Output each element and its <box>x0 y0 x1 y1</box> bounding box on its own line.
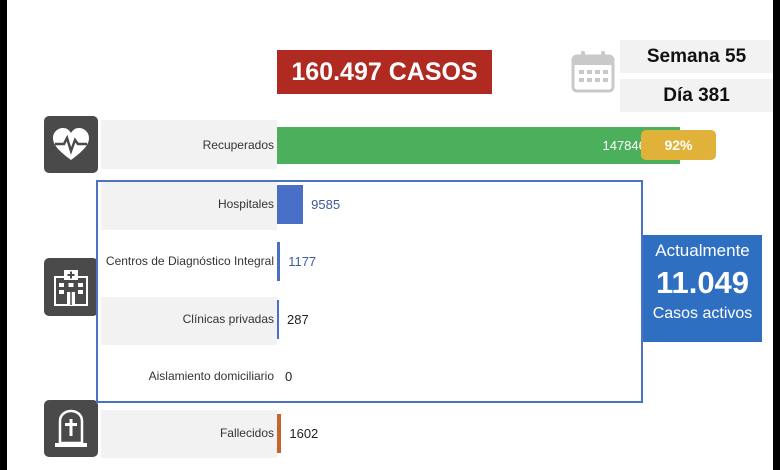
active-cases-title: Actualmente <box>655 241 750 260</box>
value-label-cdi: 1177 <box>288 253 317 269</box>
value-label-fallecidos: 1602 <box>289 425 319 441</box>
hospitalized-group-frame <box>96 180 643 403</box>
heart-pulse-icon <box>44 116 98 173</box>
calendar-icon <box>570 50 616 94</box>
tombstone-icon <box>44 400 98 457</box>
total-cases-banner: 160.497 CASOS <box>277 50 492 94</box>
category-label-aislamiento: Aislamiento domiciliario <box>148 369 274 383</box>
value-label-clinicas: 287 <box>287 311 309 327</box>
category-label-hospitales: Hospitales <box>217 197 274 211</box>
recovered-percent-badge: 92% <box>641 130 716 160</box>
row-bg-hospitales <box>101 182 277 230</box>
week-label: Semana 55 <box>620 40 773 73</box>
value-label-hospitales: 9585 <box>311 196 341 212</box>
category-label-recuperados: Recuperados <box>202 138 274 152</box>
row-bg-clinicas <box>101 297 277 345</box>
category-label-clinicas: Clínicas privadas <box>182 312 274 326</box>
bar-fallecidos <box>277 414 282 453</box>
day-label: Día 381 <box>620 79 773 112</box>
row-bg-fallecidos <box>101 410 277 458</box>
bar-recuperados <box>277 127 681 164</box>
active-cases-box: Actualmente 11.049 Casos activos <box>643 235 762 342</box>
row-bg-recuperados <box>101 120 277 169</box>
bar-clinicas <box>277 300 279 339</box>
value-label-recuperados: 147846 <box>602 137 646 153</box>
dashboard-canvas: 160.497 CASOS Semana 55 Día 381 <box>7 0 773 470</box>
bar-hospitales <box>277 185 304 224</box>
category-label-cdi: Centros de Diagnóstico Integral <box>105 254 274 268</box>
active-cases-subtitle: Casos activos <box>652 305 753 322</box>
active-cases-value: 11.049 <box>655 265 750 300</box>
category-label-fallecidos: Fallecidos <box>219 426 274 440</box>
bar-cdi <box>277 242 281 281</box>
value-label-aislamiento: 0 <box>285 368 293 384</box>
hospital-icon <box>44 258 98 316</box>
